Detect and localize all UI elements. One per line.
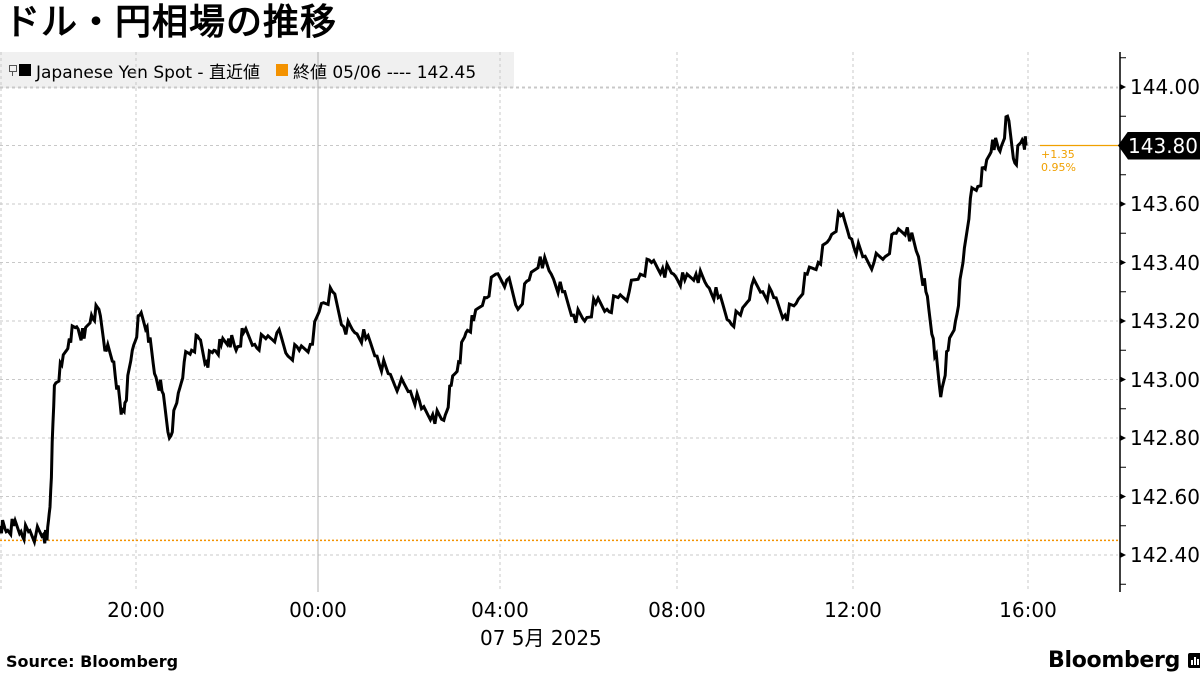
- x-tick-label: 20:00: [107, 598, 165, 622]
- pin-icon[interactable]: [9, 64, 17, 76]
- y-tick-label: 143.40: [1130, 250, 1200, 275]
- y-tick-label: 142.60: [1130, 484, 1200, 509]
- reference-swatch: [275, 64, 288, 76]
- bar-chart-icon: [1188, 653, 1200, 668]
- x-axis-date-label: 07 5月 2025: [480, 626, 602, 650]
- y-tick-label: 143.20: [1130, 309, 1200, 333]
- legend-reference-label: 終値 05/06 ---- 142.45: [292, 62, 477, 83]
- chart-title: ドル・円相場の推移: [4, 2, 338, 43]
- source-note: Source: Bloomberg: [6, 652, 179, 671]
- y-tick-label: 142.40: [1130, 543, 1200, 567]
- brand-name: Bloomberg: [1048, 648, 1181, 673]
- last-value-text: 143.80: [1128, 133, 1198, 158]
- y-tick-label: 143.00: [1130, 367, 1200, 392]
- chart-legend: Japanese Yen Spot - 直近値 終値 05/06 ---- 14…: [0, 52, 514, 88]
- x-tick-label: 08:00: [648, 598, 706, 622]
- x-tick-label: 16:00: [999, 598, 1057, 622]
- change-annotation: +1.35 0.95%: [1041, 148, 1076, 174]
- legend-item-reference[interactable]: 終値 05/06 ---- 142.45: [275, 58, 477, 83]
- x-tick-label: 12:00: [824, 598, 882, 622]
- x-tick-label: 00:00: [289, 598, 347, 622]
- series-swatch: [19, 64, 31, 76]
- last-value-badge: 143.80: [1118, 131, 1200, 160]
- legend-series-label: Japanese Yen Spot - 直近値: [36, 62, 260, 83]
- x-tick-label: 04:00: [471, 598, 529, 622]
- bloomberg-logo: Bloomberg: [1048, 648, 1200, 673]
- change-percent: 0.95%: [1041, 160, 1076, 174]
- y-tick-label: 143.60: [1130, 192, 1200, 216]
- change-absolute: +1.35: [1041, 147, 1075, 161]
- y-tick-label: 142.80: [1130, 426, 1200, 450]
- y-tick-label: 144.00: [1130, 75, 1200, 99]
- legend-item-series[interactable]: Japanese Yen Spot - 直近値: [19, 58, 260, 83]
